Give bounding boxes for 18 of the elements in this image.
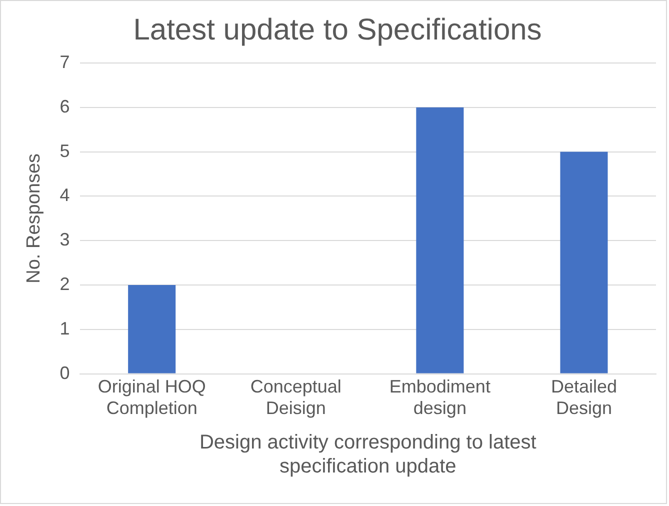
x-axis-title: Design activity corresponding to latest specification update [199,432,537,478]
y-tick-label: 2 [60,274,70,294]
y-tick-label: 6 [60,96,70,116]
bar [128,285,176,374]
chart-title: Latest update to Specifications [133,13,542,46]
y-tick-label: 5 [60,140,70,161]
y-tick-label: 3 [60,230,70,250]
x-tick-label: Conceptual Deisign [250,376,342,418]
x-tick-label: Embodiment design [389,376,490,418]
y-tick-label: 4 [60,185,70,206]
bar [560,152,608,374]
x-tick-label: Detailed Design [550,376,617,418]
y-tick-label: 0 [60,362,70,383]
y-axis-title: No. Responses [24,153,45,284]
y-tick-label: 1 [60,318,70,338]
x-tick-label: Original HOQ Completion [98,376,206,418]
bar [416,107,464,374]
y-tick-label: 7 [60,52,70,72]
